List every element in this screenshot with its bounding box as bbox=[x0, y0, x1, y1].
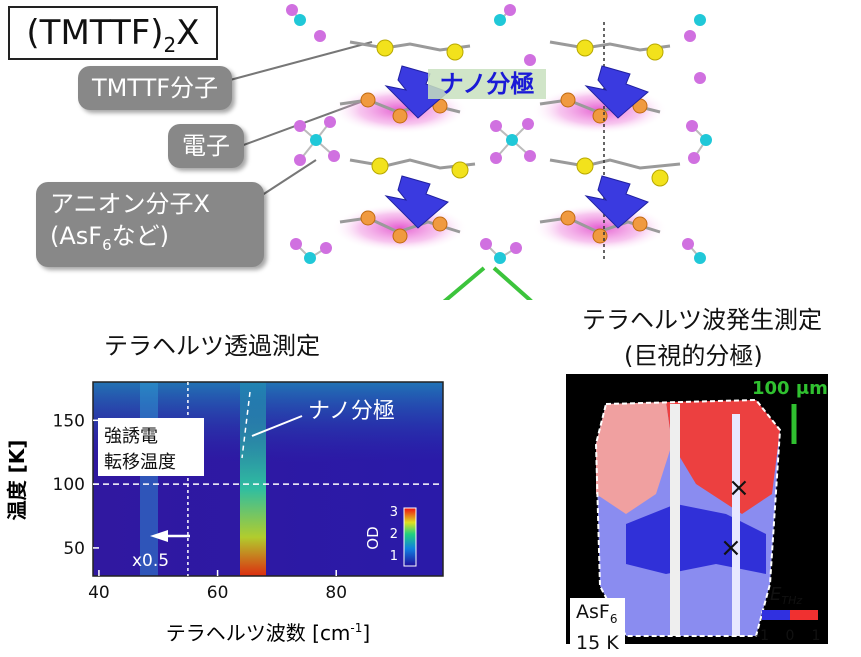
emap-cbar-label: ETHz bbox=[770, 584, 802, 607]
scale-bar-label: 100 μm bbox=[752, 378, 828, 399]
anion-post: など) bbox=[111, 222, 170, 250]
nano-polarization-label: ナノ分極 bbox=[428, 69, 546, 99]
compound-title: (TMTTF)2X bbox=[8, 6, 218, 60]
nano-peak-guide bbox=[241, 391, 251, 459]
x-tick-label: 40 bbox=[88, 583, 110, 603]
sample-name-main: AsF bbox=[576, 601, 610, 623]
heatmap-xlabel: テラヘルツ波数 [cm-1] bbox=[166, 621, 370, 645]
x-tick-label: 80 bbox=[325, 583, 347, 603]
generation-measurement-label: テラヘルツ波発生測定 bbox=[582, 306, 822, 334]
callout-molecule: TMTTF分子 bbox=[78, 66, 233, 110]
x05-arrow-head bbox=[150, 530, 168, 542]
heatmap-peak-65 bbox=[240, 382, 266, 576]
emap-cbar-tick: 0 bbox=[786, 628, 795, 644]
transition-label-box bbox=[98, 418, 204, 476]
cbar-tick: 2 bbox=[390, 527, 398, 542]
heatmap-nano-annotation: ナノ分極 bbox=[308, 399, 395, 424]
callout-anion-line2: (AsF6など) bbox=[50, 220, 250, 261]
compound-title-main: (TMTTF) bbox=[26, 13, 164, 53]
emap-cbar-label-sub: THz bbox=[781, 594, 802, 607]
sample-name: AsF6 bbox=[576, 600, 619, 631]
thz-emission-image: × × 100 μm ETHz -1 0 1 bbox=[566, 374, 828, 644]
sample-info: AsF6 15 K bbox=[570, 598, 625, 657]
thz-wave-arrows bbox=[442, 266, 534, 300]
anion-molecules bbox=[286, 4, 712, 264]
y-tick-label: 100 bbox=[53, 475, 85, 495]
position-marker: × bbox=[720, 533, 742, 563]
heatmap-axes: 40 60 80 50 100 150 bbox=[53, 382, 443, 603]
cbar-tick: 1 bbox=[390, 549, 398, 564]
xlabel-sup: -1 bbox=[350, 621, 362, 635]
y-tick-label: 50 bbox=[63, 539, 85, 559]
callout-electron: 電子 bbox=[168, 124, 244, 168]
sulfur-atoms bbox=[371, 39, 669, 187]
heatmap-plot-area bbox=[92, 381, 444, 577]
scale-note: x0.5 bbox=[132, 551, 169, 571]
position-marker: × bbox=[728, 473, 750, 503]
crystal-structure-illustration bbox=[229, 4, 712, 300]
macroscopic-polarization-label: (巨視的分極) bbox=[624, 342, 763, 370]
heatmap-ylabel: 温度 [K] bbox=[5, 440, 29, 521]
anion-sub: 6 bbox=[102, 235, 112, 254]
callout-electron-text: 電子 bbox=[182, 132, 230, 160]
emap-cbar-tick: 1 bbox=[812, 628, 821, 644]
transition-label-line1: 強誘電 bbox=[104, 426, 158, 447]
polarization-arrows bbox=[384, 65, 649, 229]
emap-cbar-label-main: E bbox=[770, 584, 782, 605]
heatmap-frame bbox=[92, 381, 444, 577]
y-tick-label: 150 bbox=[53, 411, 85, 431]
cbar-label: OD bbox=[364, 526, 382, 549]
xlabel-main: テラヘルツ波数 [cm bbox=[166, 621, 351, 645]
emap-cbar-tick: -1 bbox=[755, 628, 769, 644]
emap-cbar-pos bbox=[790, 610, 818, 620]
emap-cbar-neg bbox=[762, 610, 790, 620]
sample-region bbox=[594, 398, 782, 637]
transition-label-line2: 転移温度 bbox=[104, 452, 176, 473]
callout-anion: アニオン分子X (AsF6など) bbox=[36, 182, 264, 267]
anion-pre: (AsF bbox=[50, 222, 103, 250]
callout-molecule-text: TMTTF分子 bbox=[92, 74, 219, 102]
compound-title-sub: 2 bbox=[163, 32, 177, 57]
sample-temperature: 15 K bbox=[576, 631, 619, 654]
transmission-measurement-label: テラヘルツ透過測定 bbox=[104, 332, 320, 360]
sample-name-sub: 6 bbox=[609, 611, 618, 626]
compound-title-tail: X bbox=[176, 13, 200, 53]
xlabel-end: ] bbox=[362, 621, 370, 645]
cbar-tick: 3 bbox=[390, 505, 398, 520]
nano-annotation-pointer bbox=[251, 415, 303, 437]
heatmap-colorbar bbox=[403, 507, 417, 567]
callout-anion-line1: アニオン分子X bbox=[50, 190, 210, 218]
x-tick-label: 60 bbox=[207, 583, 229, 603]
heatmap-peak-52 bbox=[140, 382, 158, 576]
